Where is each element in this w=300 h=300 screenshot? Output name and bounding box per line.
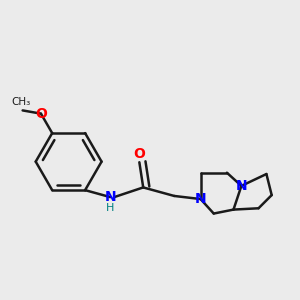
Text: N: N (195, 192, 206, 206)
Text: H: H (106, 203, 115, 213)
Text: O: O (35, 106, 47, 121)
Text: N: N (104, 190, 116, 204)
Text: N: N (236, 179, 247, 193)
Text: O: O (134, 147, 145, 161)
Text: CH₃: CH₃ (11, 97, 30, 107)
